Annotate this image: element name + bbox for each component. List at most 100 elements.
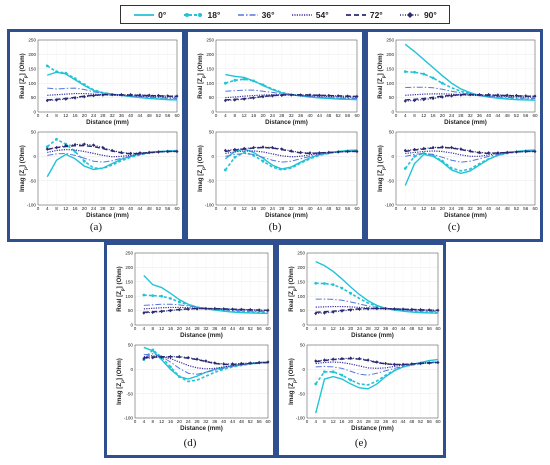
- plot-frame: [395, 39, 536, 113]
- x-tick-label: 8: [151, 326, 154, 331]
- x-tick-label: 52: [514, 113, 520, 118]
- x-tick-label: 28: [458, 206, 464, 211]
- data-point: [314, 382, 318, 386]
- x-tick-label: 8: [55, 206, 58, 211]
- x-tick-label: 20: [440, 113, 446, 118]
- x-tick-label: 28: [195, 419, 201, 424]
- x-tick-label: 56: [427, 419, 433, 424]
- data-point: [427, 361, 431, 365]
- data-point: [242, 146, 246, 151]
- data-point: [252, 79, 255, 83]
- data-point: [340, 309, 344, 313]
- data-point: [340, 356, 344, 361]
- data-point: [242, 97, 246, 101]
- y-tick-label: 250: [386, 38, 394, 43]
- data-point: [156, 150, 160, 154]
- x-tick-label: 28: [279, 113, 285, 118]
- x-tick-label: 60: [174, 206, 180, 211]
- x-tick-label: 60: [265, 419, 271, 424]
- panel-c: 0 50 100 150 200 250 0 4 8 12 16 20 24 28 32 36 40 44 48 52…: [365, 29, 543, 242]
- data-point: [101, 93, 105, 97]
- x-tick-label: 48: [239, 326, 245, 331]
- x-tick-label: 40: [486, 206, 492, 211]
- x-tick-label: 0: [215, 113, 218, 118]
- y-tick-label: 0: [211, 154, 214, 159]
- y-tick-label: 50: [300, 308, 306, 313]
- data-point: [323, 282, 326, 285]
- data-point: [375, 360, 379, 364]
- y-tick-label: 50: [300, 343, 306, 348]
- data-point: [261, 145, 265, 149]
- x-tick-label: 60: [354, 206, 360, 211]
- series-line: [315, 307, 439, 315]
- x-tick-label: 28: [100, 113, 106, 118]
- data-point: [138, 151, 142, 155]
- y-axis-label: Imag [Zp] (Ohm): [288, 358, 297, 405]
- data-point: [289, 149, 293, 153]
- data-point: [147, 150, 151, 155]
- x-axis-label: Distance (mm): [444, 119, 487, 126]
- data-point: [73, 150, 77, 153]
- y-tick-label: 50: [128, 343, 134, 348]
- data-point: [331, 283, 335, 287]
- x-tick-label: 40: [128, 113, 134, 118]
- data-point: [496, 151, 500, 155]
- data-point: [280, 93, 284, 98]
- x-tick-label: 36: [298, 113, 304, 118]
- x-tick-label: 32: [110, 206, 116, 211]
- x-tick-label: 32: [110, 113, 116, 118]
- x-axis-label: Distance (mm): [86, 212, 129, 219]
- data-point: [366, 358, 370, 362]
- panel-e: 0 50 100 150 200 250 0 4 8 12 16 20 24 28 32 36 40 44 48 52…: [276, 242, 446, 458]
- y-axis-label: Real [Zp] (Ohm): [197, 53, 206, 98]
- series-line: [315, 305, 439, 312]
- data-point: [175, 94, 179, 98]
- data-point: [92, 143, 96, 147]
- data-point: [266, 360, 270, 364]
- y-tick-label: 250: [206, 38, 214, 43]
- x-tick-label: 24: [357, 419, 363, 424]
- x-tick-label: 0: [37, 113, 40, 118]
- y-tick-label: 250: [125, 251, 133, 256]
- y-tick-label: 200: [28, 52, 36, 57]
- y-tick-label: -100: [205, 203, 215, 208]
- data-point: [349, 378, 353, 382]
- x-tick-label: 44: [495, 113, 501, 118]
- x-tick-label: 48: [505, 206, 511, 211]
- data-point: [160, 294, 163, 298]
- data-point: [261, 83, 265, 87]
- y-tick-label: 150: [206, 66, 214, 71]
- data-point: [151, 294, 155, 298]
- data-point: [419, 361, 423, 366]
- x-tick-label: 16: [431, 206, 437, 211]
- data-point: [55, 98, 59, 102]
- data-point: [204, 306, 208, 311]
- x-tick-label: 52: [248, 419, 254, 424]
- x-tick-label: 40: [392, 419, 398, 424]
- data-point: [82, 83, 86, 87]
- y-tick-label: 0: [33, 110, 36, 115]
- data-point: [119, 150, 123, 155]
- x-tick-label: 52: [156, 206, 162, 211]
- data-point: [403, 99, 407, 103]
- x-tick-label: 16: [168, 419, 174, 424]
- panel-label: (b): [269, 221, 282, 233]
- legend-swatch: [134, 13, 155, 16]
- x-axis-label: Distance (mm): [265, 212, 308, 219]
- legend-swatch: [237, 13, 258, 16]
- data-point: [384, 361, 388, 366]
- data-point: [422, 152, 426, 155]
- x-tick-label: 32: [468, 206, 474, 211]
- x-tick-label: 24: [186, 326, 192, 331]
- legend-item: 90°: [399, 10, 437, 20]
- plot-frame: [306, 252, 439, 326]
- y-tick-label: -50: [207, 178, 214, 183]
- x-axis-label: Distance (mm): [180, 332, 223, 339]
- data-point: [308, 151, 312, 155]
- data-point: [533, 94, 537, 98]
- data-point: [55, 145, 59, 150]
- x-tick-label: 20: [348, 419, 354, 424]
- data-point: [349, 356, 353, 360]
